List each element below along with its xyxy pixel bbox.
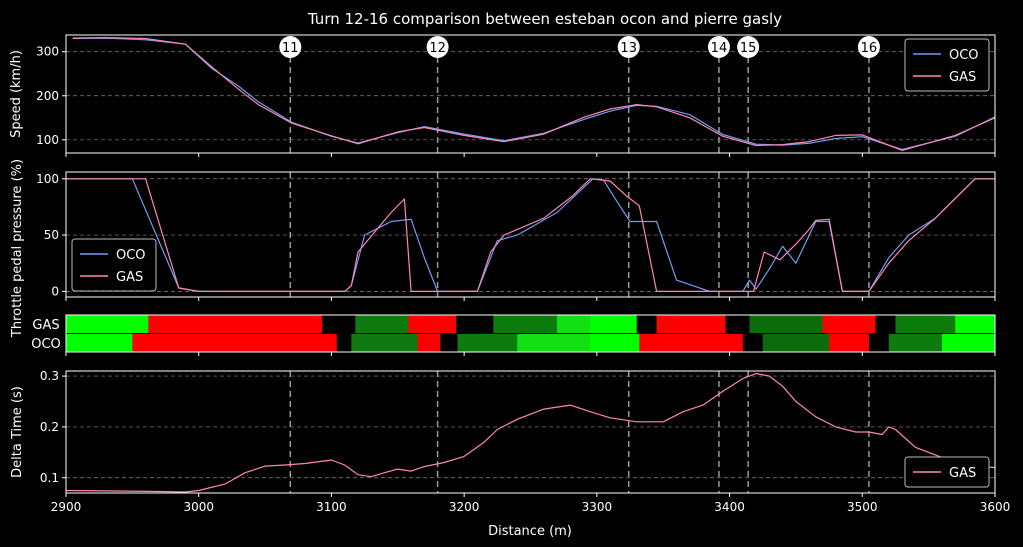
strip-segment	[148, 315, 323, 333]
brake-strip-panel: GAS OCO	[31, 314, 996, 356]
strip-segment	[417, 334, 441, 352]
strip-segment	[132, 334, 338, 352]
axes-frame	[65, 171, 996, 298]
y-axis-label: Throttle pedal pressure (%)	[10, 159, 25, 338]
x-tick-label: 3500	[847, 500, 878, 514]
series-line-gas	[65, 372, 996, 493]
legend-label: GAS	[949, 466, 976, 481]
series-line-gas	[72, 36, 996, 151]
strip-frame	[65, 314, 996, 353]
y-tick-label: 0.1	[40, 471, 59, 485]
turn-label: 14	[711, 41, 728, 56]
strip-segment	[762, 334, 830, 352]
strip-row-label: GAS	[32, 318, 59, 333]
strip-segment	[868, 334, 890, 352]
strip-segment	[336, 334, 352, 352]
strip-segment	[456, 315, 494, 333]
turn-badge	[737, 36, 760, 58]
strip-segment	[590, 334, 640, 352]
strip-segment	[557, 315, 591, 333]
strip-segment	[322, 315, 356, 333]
strip-segment	[829, 334, 870, 352]
strip-segment	[636, 315, 658, 333]
turn-badge	[426, 36, 449, 58]
turn-label: 13	[620, 41, 637, 56]
x-tick-label: 2900	[51, 500, 82, 514]
y-tick-label: 0.3	[40, 369, 59, 383]
strip-segment	[875, 315, 896, 333]
throttle-panel: 0 50 100 Throttle pedal pressure (%) OCO GAS	[10, 159, 996, 338]
y-tick-label: 0.2	[40, 420, 59, 434]
strip-segment	[749, 315, 823, 333]
y-axis-label: Speed (km/h)	[9, 50, 24, 138]
y-axis-label: Delta Time (s)	[10, 386, 25, 478]
y-tick-label: 50	[44, 228, 59, 242]
axes-frame	[65, 34, 996, 154]
strip-segment	[955, 315, 996, 333]
strip-segment	[639, 334, 744, 352]
strip-segment	[822, 315, 877, 333]
legend-box	[904, 456, 990, 488]
strip-segment	[493, 315, 558, 333]
y-tick-label: 100	[36, 172, 59, 186]
x-tick-label: 3600	[980, 500, 1011, 514]
y-tick-label: 100	[36, 133, 59, 147]
strip-segment	[66, 315, 149, 333]
strip-segment	[440, 334, 459, 352]
y-tick-label: 0	[51, 284, 59, 298]
strip-segment	[355, 315, 409, 333]
x-tick-label: 3300	[582, 500, 613, 514]
x-tick-label: 3100	[316, 500, 347, 514]
strip-segment	[351, 334, 419, 352]
legend-box	[904, 38, 990, 92]
legend-label: GAS	[949, 70, 976, 85]
turn-badge	[857, 36, 880, 58]
strip-segment	[590, 315, 638, 333]
turn-label: 15	[740, 41, 757, 56]
turn-label: 16	[861, 41, 878, 56]
turn-badge	[617, 36, 640, 58]
strip-segment	[895, 315, 956, 333]
strip-segment	[66, 334, 133, 352]
strip-segment	[742, 334, 764, 352]
strip-segment	[457, 334, 518, 352]
axes-frame	[65, 370, 996, 494]
turn-label: 11	[282, 41, 299, 56]
strip-segment	[656, 315, 727, 333]
strip-segment	[888, 334, 943, 352]
turn-badge	[707, 36, 730, 58]
strip-segment	[408, 315, 457, 333]
legend-label: OCO	[116, 248, 146, 263]
x-tick-label: 3400	[714, 500, 745, 514]
legend-label: GAS	[116, 270, 143, 285]
strip-row-label: OCO	[31, 337, 61, 352]
series-line-gas	[66, 178, 995, 292]
x-tick-label: 3000	[183, 500, 214, 514]
strip-segment	[517, 334, 591, 352]
chart-title: Turn 12-16 comparison between esteban oc…	[307, 10, 782, 28]
x-tick-label: 3200	[449, 500, 480, 514]
turn-label: 12	[429, 41, 446, 56]
x-axis-label: Distance (m)	[488, 524, 572, 539]
series-line-oco	[72, 37, 996, 151]
y-tick-label: 200	[36, 89, 59, 103]
delta-time-panel: 0.1 0.2 0.3 2900 3000 3100 3200 3300 3400 3500 360…	[10, 369, 1010, 514]
turn-badge	[279, 36, 302, 58]
y-tick-label: 300	[36, 45, 59, 59]
strip-segment	[725, 315, 750, 333]
strip-segment	[941, 334, 996, 352]
legend-label: OCO	[949, 48, 979, 63]
speed-panel: 100 200 300 11 12 13 14 15 16 Speed (km/h) OCO GAS	[9, 34, 996, 157]
legend-box	[71, 238, 157, 292]
